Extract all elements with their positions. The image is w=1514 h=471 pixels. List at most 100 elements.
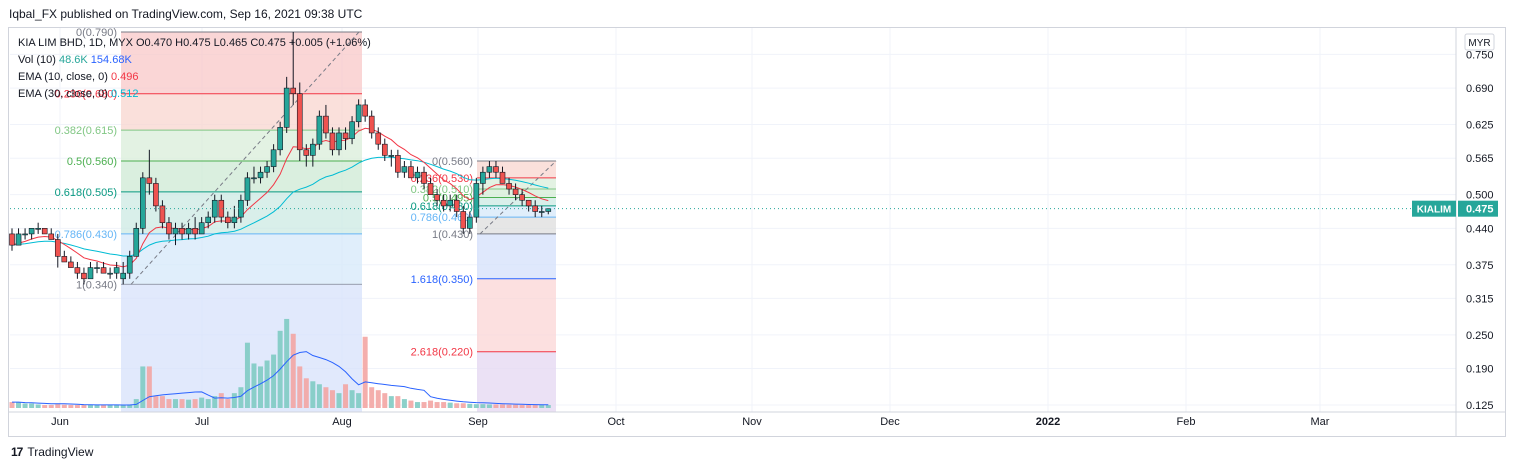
candle-body — [113, 267, 120, 274]
volume-bar — [362, 336, 368, 408]
volume-bar — [375, 390, 381, 408]
time-tick-label: Jun — [51, 416, 69, 428]
candle-body — [296, 93, 303, 151]
candle-body — [166, 222, 172, 235]
volume-bar — [218, 393, 224, 408]
fib2-level-label: 0.786(0.460) — [411, 212, 473, 224]
candle-body — [231, 216, 238, 224]
volume-bar — [258, 366, 264, 408]
chart-frame[interactable] — [8, 27, 1506, 437]
volume-bar — [205, 399, 211, 408]
fib1-level-label: 0(0.790) — [76, 27, 117, 39]
volume-bar — [382, 393, 388, 408]
candle-body — [408, 166, 414, 179]
volume-bar — [192, 399, 198, 408]
volume-bar — [146, 366, 152, 408]
volume-bar — [290, 333, 296, 408]
candle-body — [290, 87, 297, 94]
fib2-trend-line — [479, 160, 557, 235]
tradingview-logo[interactable]: 17 TradingView — [11, 445, 93, 459]
volume-bar — [323, 387, 329, 408]
time-tick-label: Sep — [468, 416, 488, 428]
volume-bar — [336, 393, 342, 408]
candle-body — [414, 171, 421, 179]
candle-body — [61, 256, 68, 263]
candle-body — [100, 267, 107, 274]
candle-body — [368, 115, 375, 134]
volume-bar — [414, 402, 420, 408]
volume-bar — [87, 405, 93, 408]
candle-body — [480, 171, 486, 184]
fib1-zone — [121, 32, 362, 94]
price-tick-label: 0.250 — [1466, 330, 1494, 342]
volume-bar — [408, 400, 414, 408]
legend-ema30-value: 0.512 — [110, 88, 139, 100]
volume-bar — [264, 360, 270, 408]
candle-body — [140, 177, 146, 229]
time-tick-label: 2022 — [1036, 416, 1060, 428]
volume-bar — [48, 405, 54, 408]
volume-bar — [519, 405, 525, 408]
volume-bar — [81, 405, 87, 408]
legend-ema10-label: EMA (10, close, 0) — [18, 71, 108, 83]
candle-body — [362, 104, 368, 117]
price-tick-label: 0.125 — [1466, 400, 1494, 412]
symbol-tag-label: KIALIM — [1417, 205, 1451, 216]
candle-body — [146, 177, 153, 184]
fib1-level-label: 0.236(0.680) — [55, 89, 117, 101]
fib2-level-label: 0.382(0.510) — [411, 184, 473, 196]
candle-body — [525, 199, 532, 207]
candle-body — [205, 216, 211, 224]
legend-ema30-label: EMA (30, close, 0) — [18, 88, 108, 100]
volume-bar — [55, 404, 61, 408]
volume-bar — [310, 381, 316, 408]
volume-bar — [153, 396, 159, 408]
candle-body — [532, 205, 539, 212]
volume-bar — [42, 405, 48, 408]
legend-ema10-value: 0.496 — [110, 71, 139, 83]
candle-body — [107, 272, 113, 275]
volume-bar — [22, 403, 28, 408]
volume-bar — [500, 404, 505, 408]
fib2-zone — [477, 217, 556, 234]
candle-body — [283, 87, 290, 128]
candle-body — [329, 132, 336, 151]
volume-bar — [480, 404, 486, 408]
volume-bar — [199, 397, 205, 408]
fib2-zone — [477, 161, 556, 178]
volume-bar — [316, 384, 322, 408]
candle-body — [447, 199, 453, 207]
fib1-level-label: 1(0.340) — [76, 279, 117, 291]
price-tick-label: 0.690 — [1466, 83, 1494, 95]
candle-body — [54, 239, 61, 257]
candle-body — [466, 216, 473, 229]
price-tag — [1458, 200, 1498, 217]
candle-body — [342, 132, 349, 139]
volume-ma-line — [12, 351, 549, 406]
candle-body — [303, 149, 310, 156]
chart-svg[interactable]: 0(0.790) 0.236(0.680) 0.382(0.615) 0.5(0.56… — [0, 0, 1514, 440]
candle-body — [453, 199, 460, 212]
candle-body — [270, 149, 277, 167]
fib2-level-label: 2.618(0.220) — [411, 347, 473, 359]
price-tick-label: 0.500 — [1466, 190, 1494, 202]
candle-body — [87, 267, 94, 280]
candle-body — [434, 194, 440, 201]
candle-body — [179, 228, 185, 235]
volume-bar — [74, 405, 80, 408]
volume-bar — [271, 354, 277, 408]
candle-body — [218, 199, 225, 218]
candle-body — [28, 228, 35, 235]
fib2-level-label: 1(0.430) — [432, 229, 473, 241]
price-tick-label: 0.565 — [1466, 153, 1494, 165]
volume-bar — [486, 404, 492, 408]
candle-body — [499, 171, 506, 184]
fib2-zone — [477, 197, 556, 206]
candle-body — [15, 233, 22, 246]
volume-bar — [9, 402, 15, 408]
volume-bar — [159, 396, 165, 408]
candle-body — [120, 272, 126, 280]
volume-bar — [179, 399, 185, 408]
volume-bar — [545, 405, 551, 408]
volume-bar — [506, 404, 512, 408]
